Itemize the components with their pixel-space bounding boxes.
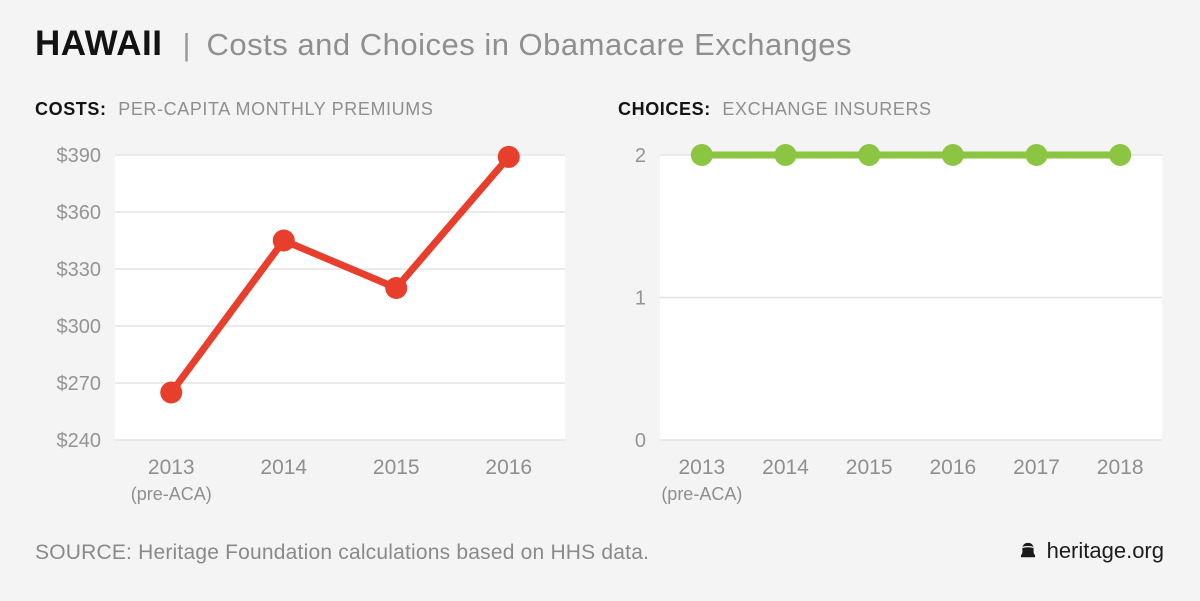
svg-text:$300: $300 [57,316,102,338]
costs-sublabel: PER-CAPITA MONTHLY PREMIUMS [118,99,434,119]
svg-text:2016: 2016 [929,456,976,479]
svg-text:2017: 2017 [1013,456,1060,479]
title-separator: | [182,27,191,62]
costs-label: COSTS: [35,99,107,119]
svg-text:2015: 2015 [373,456,420,479]
svg-text:$330: $330 [57,259,102,281]
svg-text:2016: 2016 [485,456,532,479]
svg-text:1: 1 [635,288,646,310]
liberty-bell-icon [1020,542,1035,558]
svg-text:(pre-ACA): (pre-ACA) [131,484,212,504]
source-note: SOURCE: Heritage Foundation calculations… [35,541,650,564]
choices-label: CHOICES: [618,99,711,119]
choices-section-header: CHOICES: EXCHANGE INSURERS [618,99,932,120]
svg-text:2014: 2014 [260,456,307,479]
page-title: HAWAII | Costs and Choices in Obamacare … [35,24,852,64]
svg-text:2015: 2015 [846,456,893,479]
svg-text:2013: 2013 [148,456,195,479]
svg-text:(pre-ACA): (pre-ACA) [661,484,742,504]
svg-text:$390: $390 [57,145,102,167]
svg-text:2014: 2014 [762,456,809,479]
state-name: HAWAII [35,24,163,63]
brand: heritage.org [1017,538,1164,564]
choices-line-chart: 0 1 2 2013 (pre-ACA) 2014 2015 2016 2017 2018 [635,144,1162,504]
title-text: Costs and Choices in Obamacare Exchanges [206,27,853,62]
costs-section-header: COSTS: PER-CAPITA MONTHLY PREMIUMS [35,99,433,120]
choices-sublabel: EXCHANGE INSURERS [722,99,932,119]
svg-text:2: 2 [635,145,646,167]
svg-text:2013: 2013 [678,456,725,479]
svg-text:$360: $360 [57,202,102,224]
svg-text:0: 0 [635,430,646,452]
costs-line-chart: $240 $270 $300 $330 $360 $390 2013 (pre-ACA) 201… [57,145,565,504]
svg-text:$240: $240 [57,430,102,452]
svg-text:2018: 2018 [1097,456,1144,479]
svg-text:$270: $270 [57,373,102,395]
brand-text: heritage.org [1046,538,1164,563]
